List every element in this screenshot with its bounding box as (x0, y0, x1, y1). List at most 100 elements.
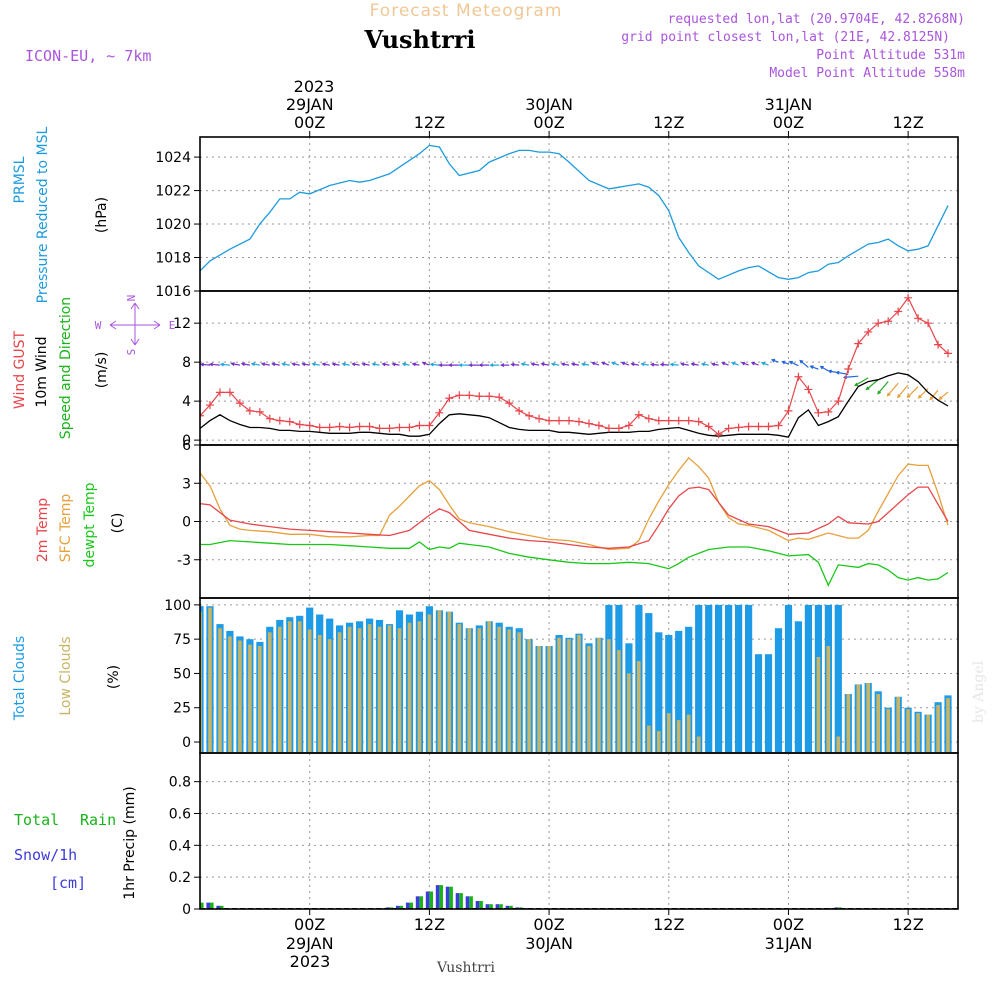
label-precip-unit: 1hr Precip (mm) (122, 786, 138, 899)
top-date-2: 30JAN (525, 95, 573, 114)
model-altitude: Model Point Altitude 558m (769, 66, 965, 81)
pressure-line (200, 144, 949, 281)
low-cloud-bar (667, 713, 671, 752)
wind-arrow (271, 362, 280, 367)
top-hour-4: 00Z (773, 113, 804, 132)
top-hour-5: 12Z (892, 113, 923, 132)
gust-marker (764, 422, 773, 431)
cloud-bars (200, 604, 952, 753)
total-precip-bar (445, 886, 450, 909)
low-cloud-bar (258, 646, 262, 752)
wind-arrow (865, 379, 879, 391)
low-cloud-bar (567, 639, 571, 753)
wind-arrow (710, 362, 719, 367)
ytick-label-precip-0: 0 (182, 902, 191, 918)
low-cloud-bar (238, 640, 242, 752)
gust-marker (435, 408, 444, 417)
low-cloud-bar (337, 632, 342, 752)
total-cloud-bar (645, 613, 653, 752)
gust-marker (944, 349, 953, 358)
total-precip-bar (425, 891, 430, 909)
rain-precip-bar (469, 896, 473, 909)
wind-arrow (540, 362, 550, 367)
gust-marker (355, 422, 364, 431)
total-cloud-bar (764, 654, 773, 752)
wind-arrow (620, 361, 630, 366)
label-dewpt-temp: dewpt Temp (82, 482, 98, 567)
bottom-hour-3: 12Z (653, 915, 684, 934)
wind-arrow (760, 361, 769, 366)
rain-precip-bar (509, 905, 513, 909)
wind-arrow (371, 362, 380, 367)
ytick-label-wind-0: 0 (182, 433, 191, 449)
wind-arrow (401, 362, 410, 367)
gust-marker (465, 391, 474, 400)
total-cloud-bar (735, 604, 743, 753)
wind-arrow (468, 363, 480, 368)
wind-arrow (391, 362, 400, 367)
gust-marker (455, 391, 464, 400)
panel-frame-pressure (199, 136, 959, 292)
low-cloud-bar (876, 694, 880, 752)
low-cloud-bar (657, 731, 661, 753)
low-cloud-bar (387, 625, 392, 752)
gust-marker (624, 421, 633, 430)
rain-precip-bar (479, 901, 483, 909)
gust-marker (535, 414, 544, 423)
low-cloud-bar (327, 639, 332, 753)
precip-bars (200, 885, 842, 909)
rain-precip-bar (489, 904, 493, 909)
ytick-label-pressure-3: 1022 (155, 184, 191, 200)
label-pct: (%) (106, 665, 122, 689)
side-labels: PRMSL Pressure Reduced to MSL (hPa) Wind… (12, 126, 138, 899)
wind-arrow (341, 362, 350, 367)
wind-arrow (721, 361, 729, 366)
wind-arrow (809, 365, 819, 370)
wind-arrow (281, 362, 290, 367)
ytick-label-temperature-1: 0 (182, 515, 191, 531)
gust-marker (495, 393, 504, 402)
low-cloud-bar (477, 628, 482, 752)
bottom-hour-1: 12Z (414, 915, 445, 934)
ytick-label-precip-4: 0.8 (169, 775, 191, 791)
low-cloud-bar (288, 621, 292, 752)
wind-arrow (411, 362, 420, 367)
ytick-label-clouds-2: 50 (173, 666, 191, 682)
gust-marker (395, 423, 404, 432)
gust-marker (644, 414, 653, 423)
wind-arrow (361, 362, 370, 367)
rain-precip-bar (499, 904, 503, 909)
low-cloud-bar (497, 626, 501, 752)
low-cloud-bar (537, 646, 541, 752)
gust-marker (694, 417, 703, 426)
low-cloud-bar (248, 644, 252, 752)
gust-marker (255, 407, 264, 416)
low-cloud-bar (547, 646, 551, 752)
top-hour-3: 12Z (653, 113, 684, 132)
wind-arrow (421, 361, 430, 366)
gust-marker (375, 424, 384, 433)
wind-arrow (381, 362, 390, 367)
total-precip-bar (395, 905, 400, 909)
wind-arrow (438, 363, 450, 368)
ytick-label-pressure-1: 1018 (155, 251, 191, 267)
ytick-label-wind-2: 8 (182, 355, 191, 371)
wind-arrow (311, 362, 320, 367)
wind-arrow (659, 362, 669, 367)
gust-marker (904, 293, 913, 302)
wind-arrow (906, 386, 919, 399)
gust-marker (405, 423, 414, 432)
wind-arrow (301, 362, 310, 367)
gust-marker (784, 406, 793, 415)
gust-marker (884, 317, 893, 326)
low-cloud-bar (607, 639, 611, 753)
wind-arrow (331, 362, 340, 367)
low-cloud-bar (836, 736, 841, 752)
low-cloud-bar (228, 636, 232, 752)
wind-arrow (560, 362, 570, 367)
panels: 1016101810201022102404812-30360255075100… (155, 136, 959, 918)
wind-gust-line (200, 296, 949, 436)
label-10m-wind: 10m Wind (34, 336, 50, 407)
